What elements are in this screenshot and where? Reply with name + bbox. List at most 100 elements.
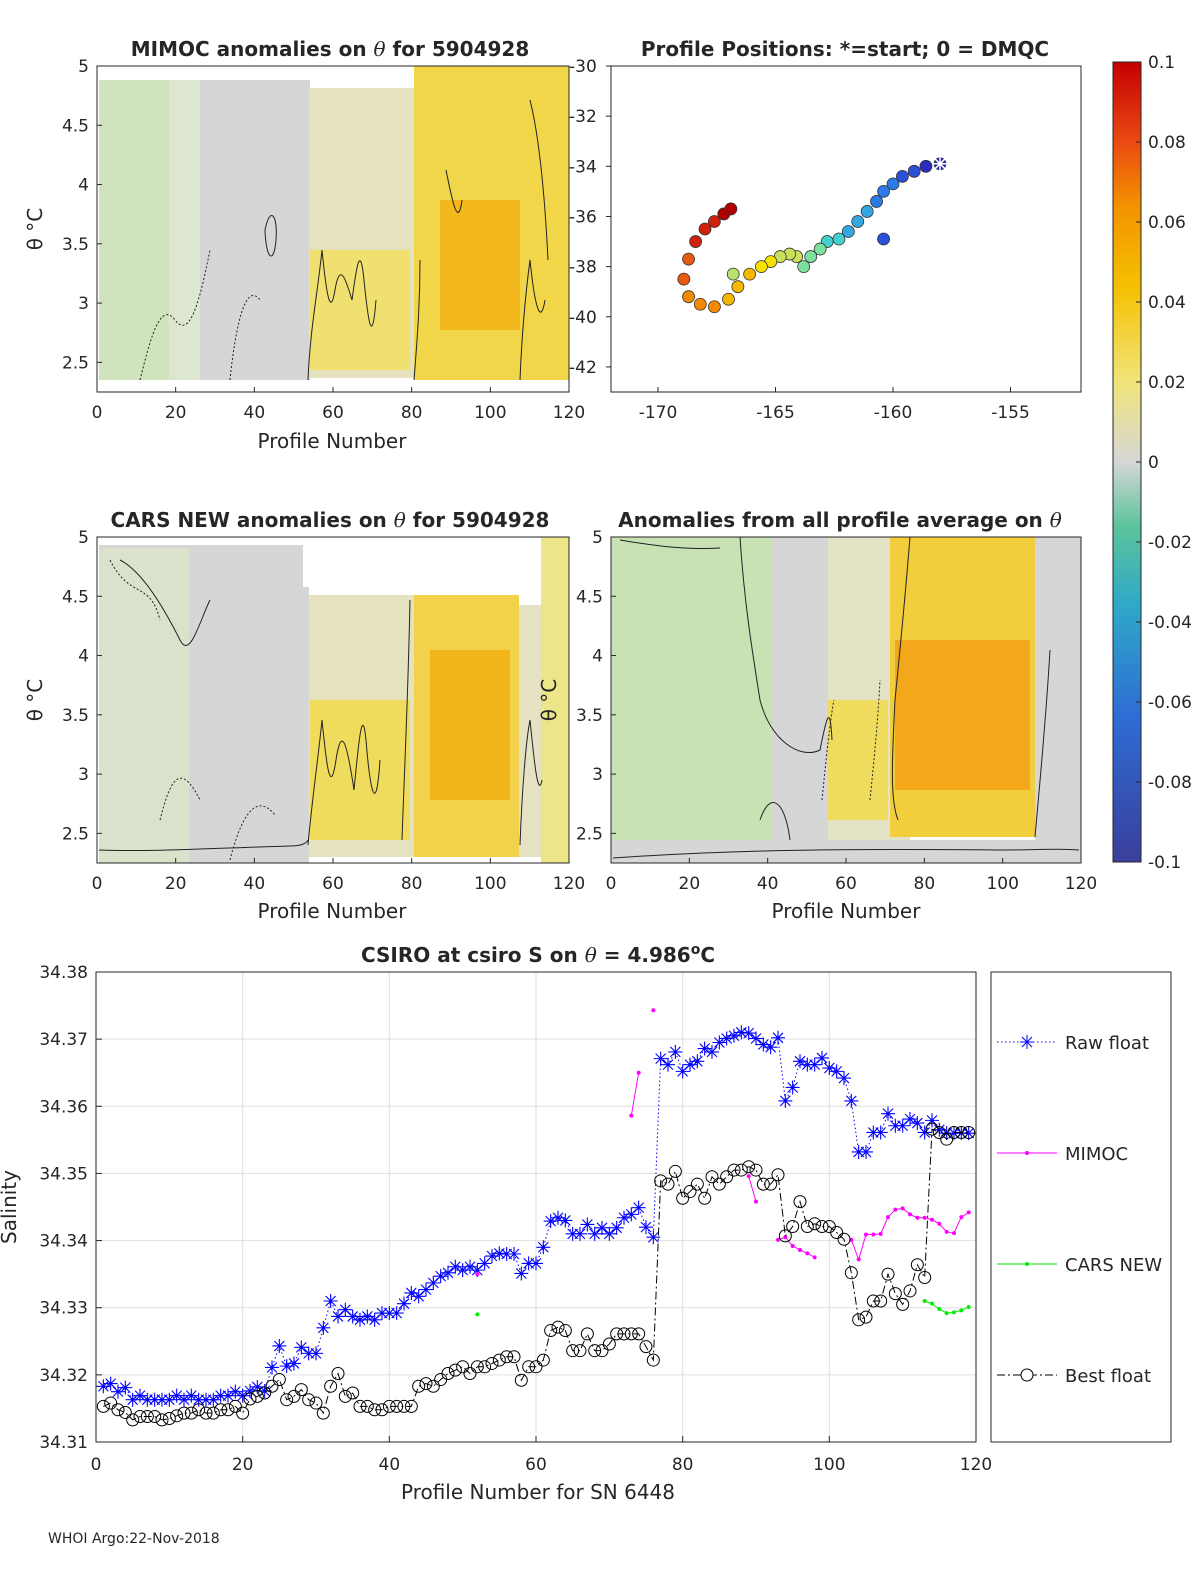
raw-float-point <box>514 1266 529 1281</box>
raw-float-point <box>463 1259 477 1274</box>
raw-float-point <box>947 1126 961 1141</box>
raw-float-point <box>419 1282 433 1297</box>
positions-point <box>877 184 890 198</box>
allavg-y-tick-label: 4.5 <box>576 587 603 607</box>
salinity-x-tick-label: 120 <box>960 1455 992 1475</box>
mimoc-panel: MIMOC anomalies on θ for 5904928 0 20 40 60… <box>23 37 585 453</box>
raw-float-point <box>587 1226 602 1241</box>
mimoc-region-mid-warm <box>310 250 410 370</box>
positions-point <box>851 215 865 228</box>
mimoc-y-ticks: 2.5 3 3.5 4 4.5 5 <box>62 57 102 373</box>
raw-float-point <box>815 1050 829 1065</box>
mimoc-title-prefix: MIMOC anomalies on <box>131 37 374 61</box>
cars-contour <box>401 599 543 846</box>
mimoc-point <box>636 1070 641 1075</box>
mimoc-point <box>629 1113 634 1118</box>
raw-float-point <box>961 1126 976 1141</box>
cars-y-tick-label: 4 <box>78 647 89 667</box>
mimoc-point <box>878 1231 883 1236</box>
best-float-point <box>544 1324 558 1338</box>
best-float-point <box>118 1405 132 1419</box>
legend: Raw float MIMOC CARS NEW Best float <box>990 971 1172 1443</box>
best-float-point <box>309 1396 323 1410</box>
positions-point <box>907 164 921 178</box>
colorbar-tick-label: 0.02 <box>1148 373 1186 393</box>
cars-contour <box>307 719 381 846</box>
raw-float-point <box>206 1392 221 1407</box>
best-float-point <box>140 1409 154 1423</box>
raw-float-point <box>543 1214 558 1229</box>
best-float-point <box>771 1168 785 1182</box>
cars-region-green <box>99 548 189 863</box>
best-float-point <box>793 1195 807 1209</box>
mimoc-y-tick-label: 3 <box>78 294 89 314</box>
best-float-point <box>661 1177 675 1191</box>
best-float-point <box>683 1185 697 1199</box>
mimoc-region-high-core <box>440 200 520 330</box>
raw-float-point <box>521 1256 536 1271</box>
raw-float-point <box>602 1226 617 1241</box>
cars-heatmap <box>99 537 569 863</box>
allavg-region-high-core <box>895 640 1030 790</box>
salinity-x-tick-label: 0 <box>91 1455 102 1475</box>
allavg-contour <box>612 848 1080 859</box>
footer-credit: WHOI Argo:22-Nov-2018 <box>48 1531 220 1547</box>
raw-float-point <box>213 1388 228 1403</box>
best-float-point <box>470 1360 484 1374</box>
raw-float-point <box>683 1057 697 1072</box>
positions-point <box>841 225 855 238</box>
raw-float-point <box>228 1384 243 1399</box>
raw-float-point <box>455 1263 470 1278</box>
raw-float-point <box>404 1285 419 1300</box>
raw-float-point <box>323 1294 338 1308</box>
cars-x-tick-label: 60 <box>322 874 344 894</box>
positions-point <box>708 300 721 314</box>
cars-y-tick-label: 3 <box>78 765 89 785</box>
positions-point <box>708 215 721 228</box>
raw-float-point <box>558 1213 573 1228</box>
cars-contour <box>98 839 309 852</box>
positions-point <box>813 242 827 256</box>
mimoc-title-suffix: for 5904928 <box>386 37 530 61</box>
raw-float-point <box>389 1306 404 1321</box>
cars-new-point <box>959 1308 964 1313</box>
mimoc-point <box>908 1212 912 1217</box>
best-float-point <box>206 1406 220 1420</box>
raw-float-point <box>529 1256 543 1271</box>
best-float-point <box>316 1406 330 1420</box>
raw-float-point <box>917 1125 932 1140</box>
raw-float-point <box>536 1240 551 1255</box>
cars-y-tick-label: 3.5 <box>62 706 89 726</box>
best-float-point <box>346 1386 360 1400</box>
cars-new-point <box>475 1312 480 1317</box>
mimoc-x-tick-label: 0 <box>92 403 103 423</box>
allavg-x-tick-label: 100 <box>986 874 1018 894</box>
best-float-point <box>221 1403 235 1417</box>
best-float-point <box>558 1324 572 1338</box>
best-float-point <box>148 1409 162 1423</box>
cars-y-label: θ °C <box>23 679 47 722</box>
raw-float-point <box>111 1384 125 1399</box>
positions-point <box>698 222 712 236</box>
positions-x-tick-label: -170 <box>639 403 678 423</box>
theta-symbol: θ <box>585 943 597 967</box>
raw-float-point <box>411 1289 426 1304</box>
mimoc-point <box>856 1257 861 1262</box>
best-float-point <box>632 1327 646 1341</box>
mimoc-region-green <box>99 80 169 380</box>
allavg-contour <box>619 539 791 841</box>
best-float-point <box>910 1258 924 1272</box>
best-float-point <box>610 1327 624 1341</box>
raw-float-point <box>624 1207 639 1222</box>
allavg-region-bottom <box>611 840 1081 863</box>
positions-title: Profile Positions: *=start; 0 = DMQC <box>641 37 1049 61</box>
mimoc-x-tick-label: 20 <box>165 403 187 423</box>
best-float-point <box>258 1386 272 1400</box>
best-float-point <box>368 1403 382 1417</box>
raw-float-point <box>925 1113 939 1128</box>
best-float-point <box>199 1406 213 1420</box>
mimoc-contour <box>264 215 277 257</box>
allavg-title: Anomalies from all profile average on θ <box>618 508 1062 532</box>
raw-float-point <box>360 1309 375 1324</box>
best-float-point <box>214 1403 228 1417</box>
